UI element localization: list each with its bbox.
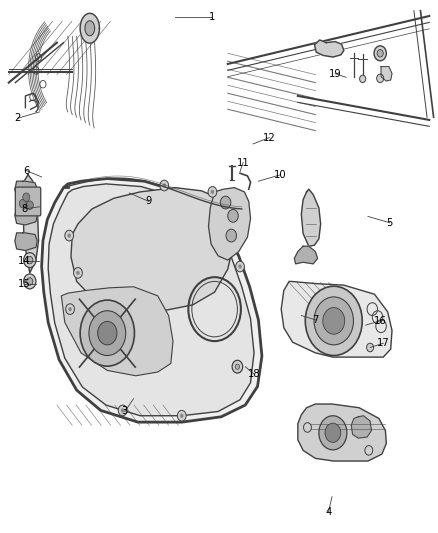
Circle shape — [80, 300, 134, 366]
Circle shape — [162, 183, 166, 188]
Circle shape — [211, 190, 214, 194]
Circle shape — [74, 268, 82, 278]
Text: 7: 7 — [312, 315, 318, 325]
Text: 19: 19 — [328, 69, 342, 78]
Circle shape — [377, 50, 383, 57]
Circle shape — [367, 343, 374, 352]
Circle shape — [27, 278, 33, 285]
Circle shape — [238, 264, 242, 269]
Circle shape — [228, 209, 238, 222]
Circle shape — [177, 410, 186, 421]
Text: 3: 3 — [122, 407, 128, 416]
Circle shape — [305, 286, 362, 356]
Circle shape — [118, 405, 127, 416]
Text: 9: 9 — [146, 197, 152, 206]
Circle shape — [220, 196, 231, 209]
Polygon shape — [301, 189, 321, 246]
Polygon shape — [15, 233, 37, 251]
Circle shape — [65, 230, 74, 241]
Text: 15: 15 — [18, 279, 31, 288]
Circle shape — [24, 253, 36, 268]
Polygon shape — [15, 181, 37, 199]
Text: 4: 4 — [325, 507, 332, 516]
Text: 18: 18 — [248, 369, 260, 379]
Circle shape — [19, 199, 26, 208]
Circle shape — [365, 446, 373, 455]
Circle shape — [314, 297, 353, 345]
Text: 6: 6 — [23, 166, 29, 175]
Polygon shape — [351, 416, 371, 438]
Polygon shape — [314, 40, 344, 57]
Text: 12: 12 — [263, 133, 276, 142]
Circle shape — [374, 46, 386, 61]
Circle shape — [319, 416, 347, 450]
Text: 8: 8 — [21, 204, 27, 214]
Polygon shape — [23, 175, 39, 273]
Text: 16: 16 — [374, 316, 387, 326]
Circle shape — [377, 74, 384, 83]
Polygon shape — [85, 21, 95, 36]
Circle shape — [67, 233, 71, 238]
Circle shape — [160, 180, 169, 191]
Polygon shape — [381, 67, 392, 81]
Circle shape — [208, 187, 217, 197]
Text: 11: 11 — [237, 158, 250, 167]
Circle shape — [27, 256, 33, 264]
Text: 2: 2 — [14, 114, 21, 123]
Circle shape — [89, 311, 126, 356]
Circle shape — [24, 274, 36, 289]
Circle shape — [323, 308, 345, 334]
Circle shape — [360, 75, 366, 83]
Circle shape — [232, 360, 243, 373]
Circle shape — [98, 321, 117, 345]
Polygon shape — [61, 287, 173, 376]
Circle shape — [26, 201, 33, 209]
Circle shape — [236, 261, 244, 272]
Circle shape — [121, 408, 124, 413]
Circle shape — [68, 307, 72, 311]
Polygon shape — [42, 179, 262, 422]
Text: 1: 1 — [209, 12, 215, 22]
Polygon shape — [80, 13, 99, 43]
Text: 14: 14 — [18, 256, 30, 266]
Text: 17: 17 — [377, 338, 390, 348]
Polygon shape — [294, 246, 318, 264]
Circle shape — [76, 271, 80, 275]
Polygon shape — [208, 188, 251, 260]
Text: 5: 5 — [387, 218, 393, 228]
Polygon shape — [48, 184, 254, 416]
Circle shape — [304, 423, 311, 432]
Polygon shape — [298, 404, 386, 461]
FancyBboxPatch shape — [15, 187, 41, 216]
Text: 10: 10 — [274, 170, 286, 180]
Circle shape — [226, 229, 237, 242]
Circle shape — [66, 304, 74, 314]
Polygon shape — [71, 188, 234, 312]
Polygon shape — [15, 207, 37, 225]
Polygon shape — [281, 281, 392, 357]
Circle shape — [180, 414, 184, 418]
Circle shape — [23, 193, 30, 201]
Circle shape — [235, 364, 240, 369]
Circle shape — [325, 423, 341, 442]
